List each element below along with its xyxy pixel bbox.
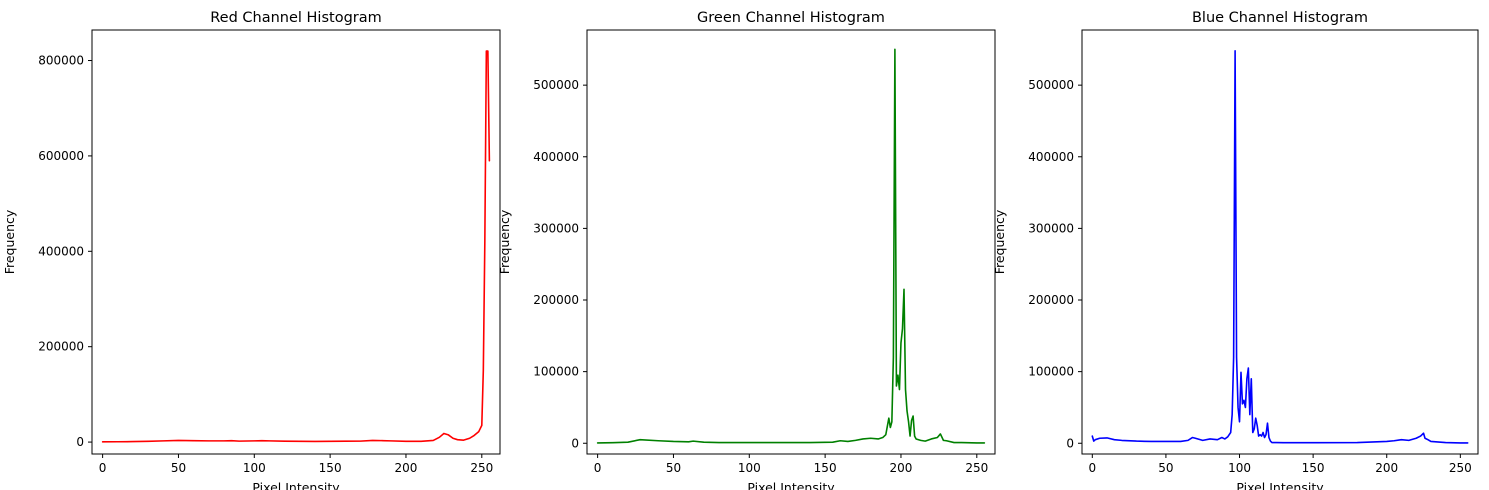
x-tick-label: 200 [890,461,913,475]
red-channel-chart: Red Channel Histogram 0 50 100 150 200 250 0 20… [2,10,501,490]
axis-ticks: 0 50 100 150 200 250 0 200000 400000 600000 800000 [38,54,493,475]
green-series-line [596,48,986,444]
x-tick-label: 150 [814,461,837,475]
y-axis-label: Frequency [992,209,1007,274]
y-axis-label: Frequency [2,209,17,274]
x-tick-label: 200 [395,461,418,475]
x-tick-label: 100 [738,461,761,475]
axis-ticks: 0 50 100 150 200 250 0 100000 200000 300000 400000… [1028,78,1472,475]
y-tick-label: 800000 [38,54,84,68]
y-tick-label: 0 [571,436,579,450]
plot-frame [91,29,501,455]
chart-title: Blue Channel Histogram [1192,10,1368,26]
x-tick-label: 100 [1228,461,1251,475]
x-axis-label: Pixel Intensity [1236,480,1324,490]
x-tick-label: 0 [99,461,107,475]
y-tick-label: 500000 [1028,78,1074,92]
x-tick-label: 50 [666,461,681,475]
y-tick-label: 100000 [533,365,579,379]
y-tick-label: 400000 [1028,150,1074,164]
x-tick-label: 0 [594,461,602,475]
y-tick-label: 200000 [1028,293,1074,307]
plot-frame [586,29,996,455]
y-tick-label: 300000 [533,221,579,235]
x-tick-label: 100 [243,461,266,475]
y-tick-label: 0 [1066,436,1074,450]
x-tick-label: 50 [1158,461,1173,475]
y-tick-label: 400000 [533,150,579,164]
red-series-line [101,50,491,443]
axis-ticks: 0 50 100 150 200 250 0 100000 200000 300000 400000… [533,78,988,475]
chart-title: Green Channel Histogram [697,10,885,26]
y-tick-label: 300000 [1028,221,1074,235]
y-tick-label: 500000 [533,78,579,92]
x-tick-label: 150 [1302,461,1325,475]
x-tick-label: 150 [319,461,342,475]
x-axis-label: Pixel Intensity [252,480,340,490]
blue-series-line [1091,49,1469,444]
y-tick-label: 200000 [533,293,579,307]
y-tick-label: 600000 [38,149,84,163]
x-tick-label: 250 [965,461,988,475]
x-tick-label: 200 [1375,461,1398,475]
y-tick-label: 0 [76,435,84,449]
blue-channel-chart: Blue Channel Histogram 0 50 100 150 200 250 0 1… [992,10,1479,490]
x-tick-label: 0 [1088,461,1096,475]
y-tick-label: 200000 [38,340,84,354]
x-tick-label: 250 [470,461,493,475]
x-axis-label: Pixel Intensity [747,480,835,490]
x-tick-label: 250 [1449,461,1472,475]
chart-title: Red Channel Histogram [210,10,382,26]
green-channel-chart: Green Channel Histogram 0 50 100 150 200 2500… [497,10,996,490]
y-axis-label: Frequency [497,209,512,274]
y-tick-label: 400000 [38,244,84,258]
x-tick-label: 50 [171,461,186,475]
plot-frame [1081,29,1479,455]
y-tick-label: 100000 [1028,365,1074,379]
